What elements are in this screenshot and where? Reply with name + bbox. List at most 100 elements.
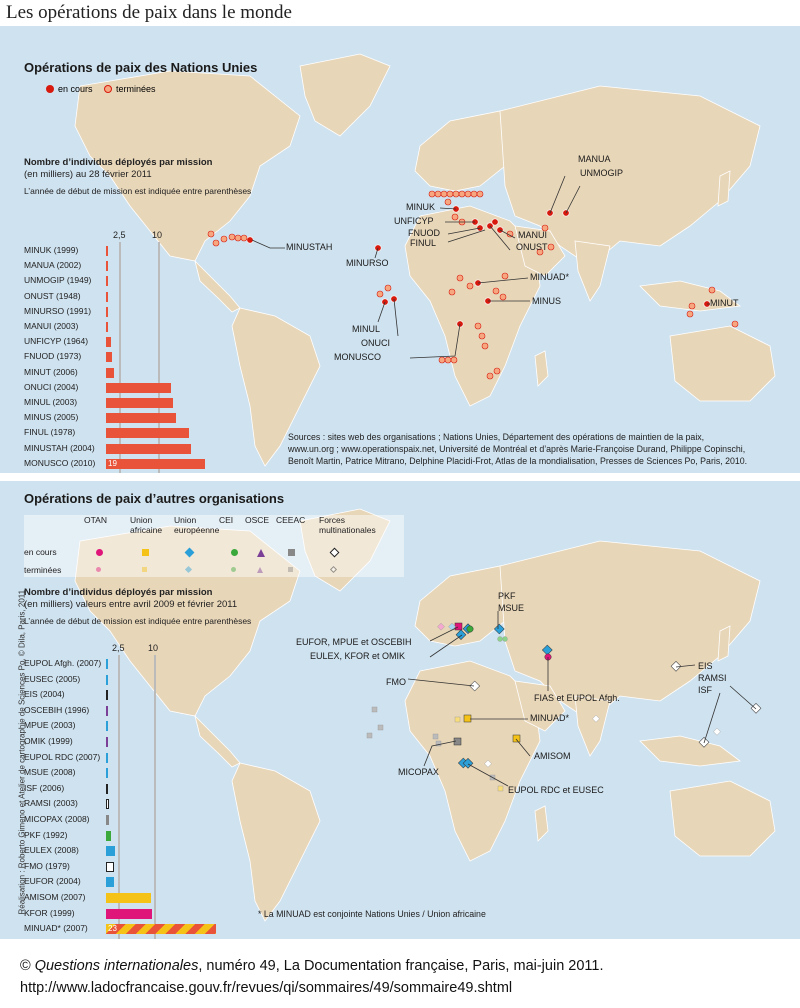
- un-chart-title-rest: (en milliers) au 28 février 2011: [24, 169, 152, 180]
- map-mission-label: MSUE: [498, 603, 525, 613]
- chart-bar: [106, 861, 115, 872]
- chart-bar: [106, 291, 108, 302]
- org-legend-column-header: Union européenne: [174, 515, 220, 535]
- chart-category-label: FNUOD (1973): [24, 351, 82, 362]
- chart-bar: [106, 721, 108, 732]
- chart-tick-label: 2,5: [112, 643, 125, 653]
- chart-bar: [106, 428, 190, 439]
- chart-bar: [106, 261, 108, 272]
- chart-category-label: EULEX (2008): [24, 845, 79, 856]
- map-mission-label: AMISOM: [534, 751, 571, 761]
- org-legend-circle-icon: [96, 549, 103, 556]
- chart-bar: [106, 413, 177, 424]
- world-map-un: [74, 53, 776, 467]
- map-mission-label: FIAS et EUPOL Afgh.: [534, 693, 620, 703]
- legend-label: terminées: [116, 84, 156, 94]
- chart-gridline: [119, 242, 121, 473]
- org-legend-column-header: CEI: [219, 515, 234, 525]
- un-chart-note: L’année de début de mission est indiquée…: [24, 186, 252, 196]
- org-map-panel: Opérations de paix d’autres organisation…: [0, 481, 800, 939]
- chart-bar: [106, 398, 173, 408]
- chart-category-label: MINUT (2006): [24, 366, 78, 377]
- map-mission-label: ONUCI: [361, 338, 390, 348]
- map-mission-label: MINUK: [406, 202, 435, 212]
- world-map-orgs: [74, 508, 776, 922]
- org-legend-column-header: CEEAC: [276, 515, 306, 525]
- chart-category-label: MINUK (1999): [24, 245, 79, 255]
- chart-bar: [106, 352, 112, 363]
- org-legend-square-icon: [142, 549, 149, 556]
- map-mission-label: UNMOGIP: [580, 168, 624, 178]
- chart-category-label: OMIK (1999): [24, 736, 73, 746]
- chart-category-label: EUSEC (2005): [24, 673, 81, 684]
- map-mission-label: MINUS: [532, 296, 561, 306]
- footer-citation: © Questions internationales, numéro 49, …: [20, 958, 604, 974]
- completed-dot-icon: [104, 85, 112, 93]
- footer-url[interactable]: http://www.ladocfrancaise.gouv.fr/revues…: [20, 980, 513, 996]
- map-mission-label: UNFICYP: [394, 216, 434, 226]
- chart-bar: [106, 908, 152, 919]
- chart-bar: [106, 830, 112, 841]
- copyright-symbol: ©: [20, 958, 31, 974]
- chart-bar: [106, 367, 114, 378]
- map-mission-label: PKF: [498, 591, 516, 601]
- map-mission-label: FNUOD: [408, 228, 440, 238]
- un-chart-title-bold: Nombre d’individus déployés par mission: [24, 157, 213, 168]
- map-mission-label: EIS: [698, 661, 713, 671]
- chart-bar: [106, 458, 205, 469]
- un-panel-heading: Opérations de paix des Nations Unies: [24, 60, 258, 75]
- map-mission-label: MANUA: [578, 154, 611, 164]
- chart-bar: [106, 382, 171, 393]
- chart-category-label: FINUL (1978): [24, 427, 76, 438]
- map-mission-label: MANUI: [518, 230, 547, 240]
- map-mission-label: MINUAD*: [530, 272, 570, 282]
- chart-category-label: MSUE (2008): [24, 767, 76, 778]
- org-chart-title-bold: Nombre d’individus déployés par mission: [24, 587, 213, 598]
- un-legend-ongoing: en cours: [46, 84, 93, 94]
- legend-label: en cours: [58, 84, 93, 94]
- map-mission-label: ONUST: [516, 242, 548, 252]
- org-legend-circle-icon: [231, 549, 238, 556]
- org-legend-row-label: en cours: [24, 547, 57, 557]
- chart-bar: [106, 246, 108, 256]
- chart-data-label: 23: [108, 924, 117, 934]
- map-mission-label: FMO: [386, 677, 406, 687]
- chart-bar: [106, 705, 108, 716]
- chart-category-label: MANUA (2002): [24, 260, 82, 271]
- chart-bar: [106, 674, 108, 685]
- chart-category-label: AMISOM (2007): [24, 892, 86, 902]
- chart-bar: [106, 737, 108, 747]
- org-chart-title: Nombre d’individus déployés par mission …: [24, 587, 251, 627]
- map-mission-label: MONUSCO: [334, 352, 381, 362]
- chart-category-label: MANUI (2003): [24, 321, 79, 331]
- org-legend-column-header: Forces multinationales: [319, 515, 376, 535]
- sources-line: Sources : sites web des organisations ; …: [288, 432, 705, 442]
- map-mission-label: MINUSTAH: [286, 242, 333, 252]
- chart-bar: [106, 783, 108, 794]
- un-legend-completed: terminées: [104, 84, 156, 94]
- org-legend-diamond-icon: [329, 547, 340, 558]
- chart-bar: [106, 306, 108, 317]
- chart-bar: [106, 768, 108, 779]
- chart-category-label: EIS (2004): [24, 689, 65, 700]
- org-legend: OTAN Union africaine Union européenne CEI OS…: [24, 515, 404, 577]
- org-legend-circle-icon: [231, 567, 236, 572]
- chart-bar: [106, 659, 108, 669]
- chart-gridline: [158, 242, 160, 473]
- chart-category-label: RAMSI (2003): [24, 798, 78, 809]
- org-legend-diamond-icon: [184, 565, 193, 574]
- chart-category-label: UNMOGIP (1949): [24, 275, 92, 286]
- chart-tick-label: 2,5: [113, 230, 126, 240]
- chart-bar: [106, 443, 191, 454]
- chart-category-label: MONUSCO (2010): [24, 457, 96, 468]
- un-missions-bar-chart: 2,5 10 MINUK (1999) MANUA (2002) UNMOGIP (19…: [0, 206, 420, 473]
- chart-category-label: EUFOR (2004): [24, 876, 81, 887]
- chart-category-label: MINUSTAH (2004): [24, 442, 95, 453]
- citation-rest: , numéro 49, La Documentation française,…: [198, 958, 604, 974]
- org-legend-column-header: Union africaine: [130, 515, 163, 535]
- ongoing-dot-icon: [46, 85, 54, 93]
- chart-bar: [106, 752, 108, 763]
- map-mission-label: EULEX, KFOR et OMIK: [310, 651, 406, 661]
- chart-category-label: KFOR (1999): [24, 907, 75, 918]
- chart-bar: [106, 799, 109, 810]
